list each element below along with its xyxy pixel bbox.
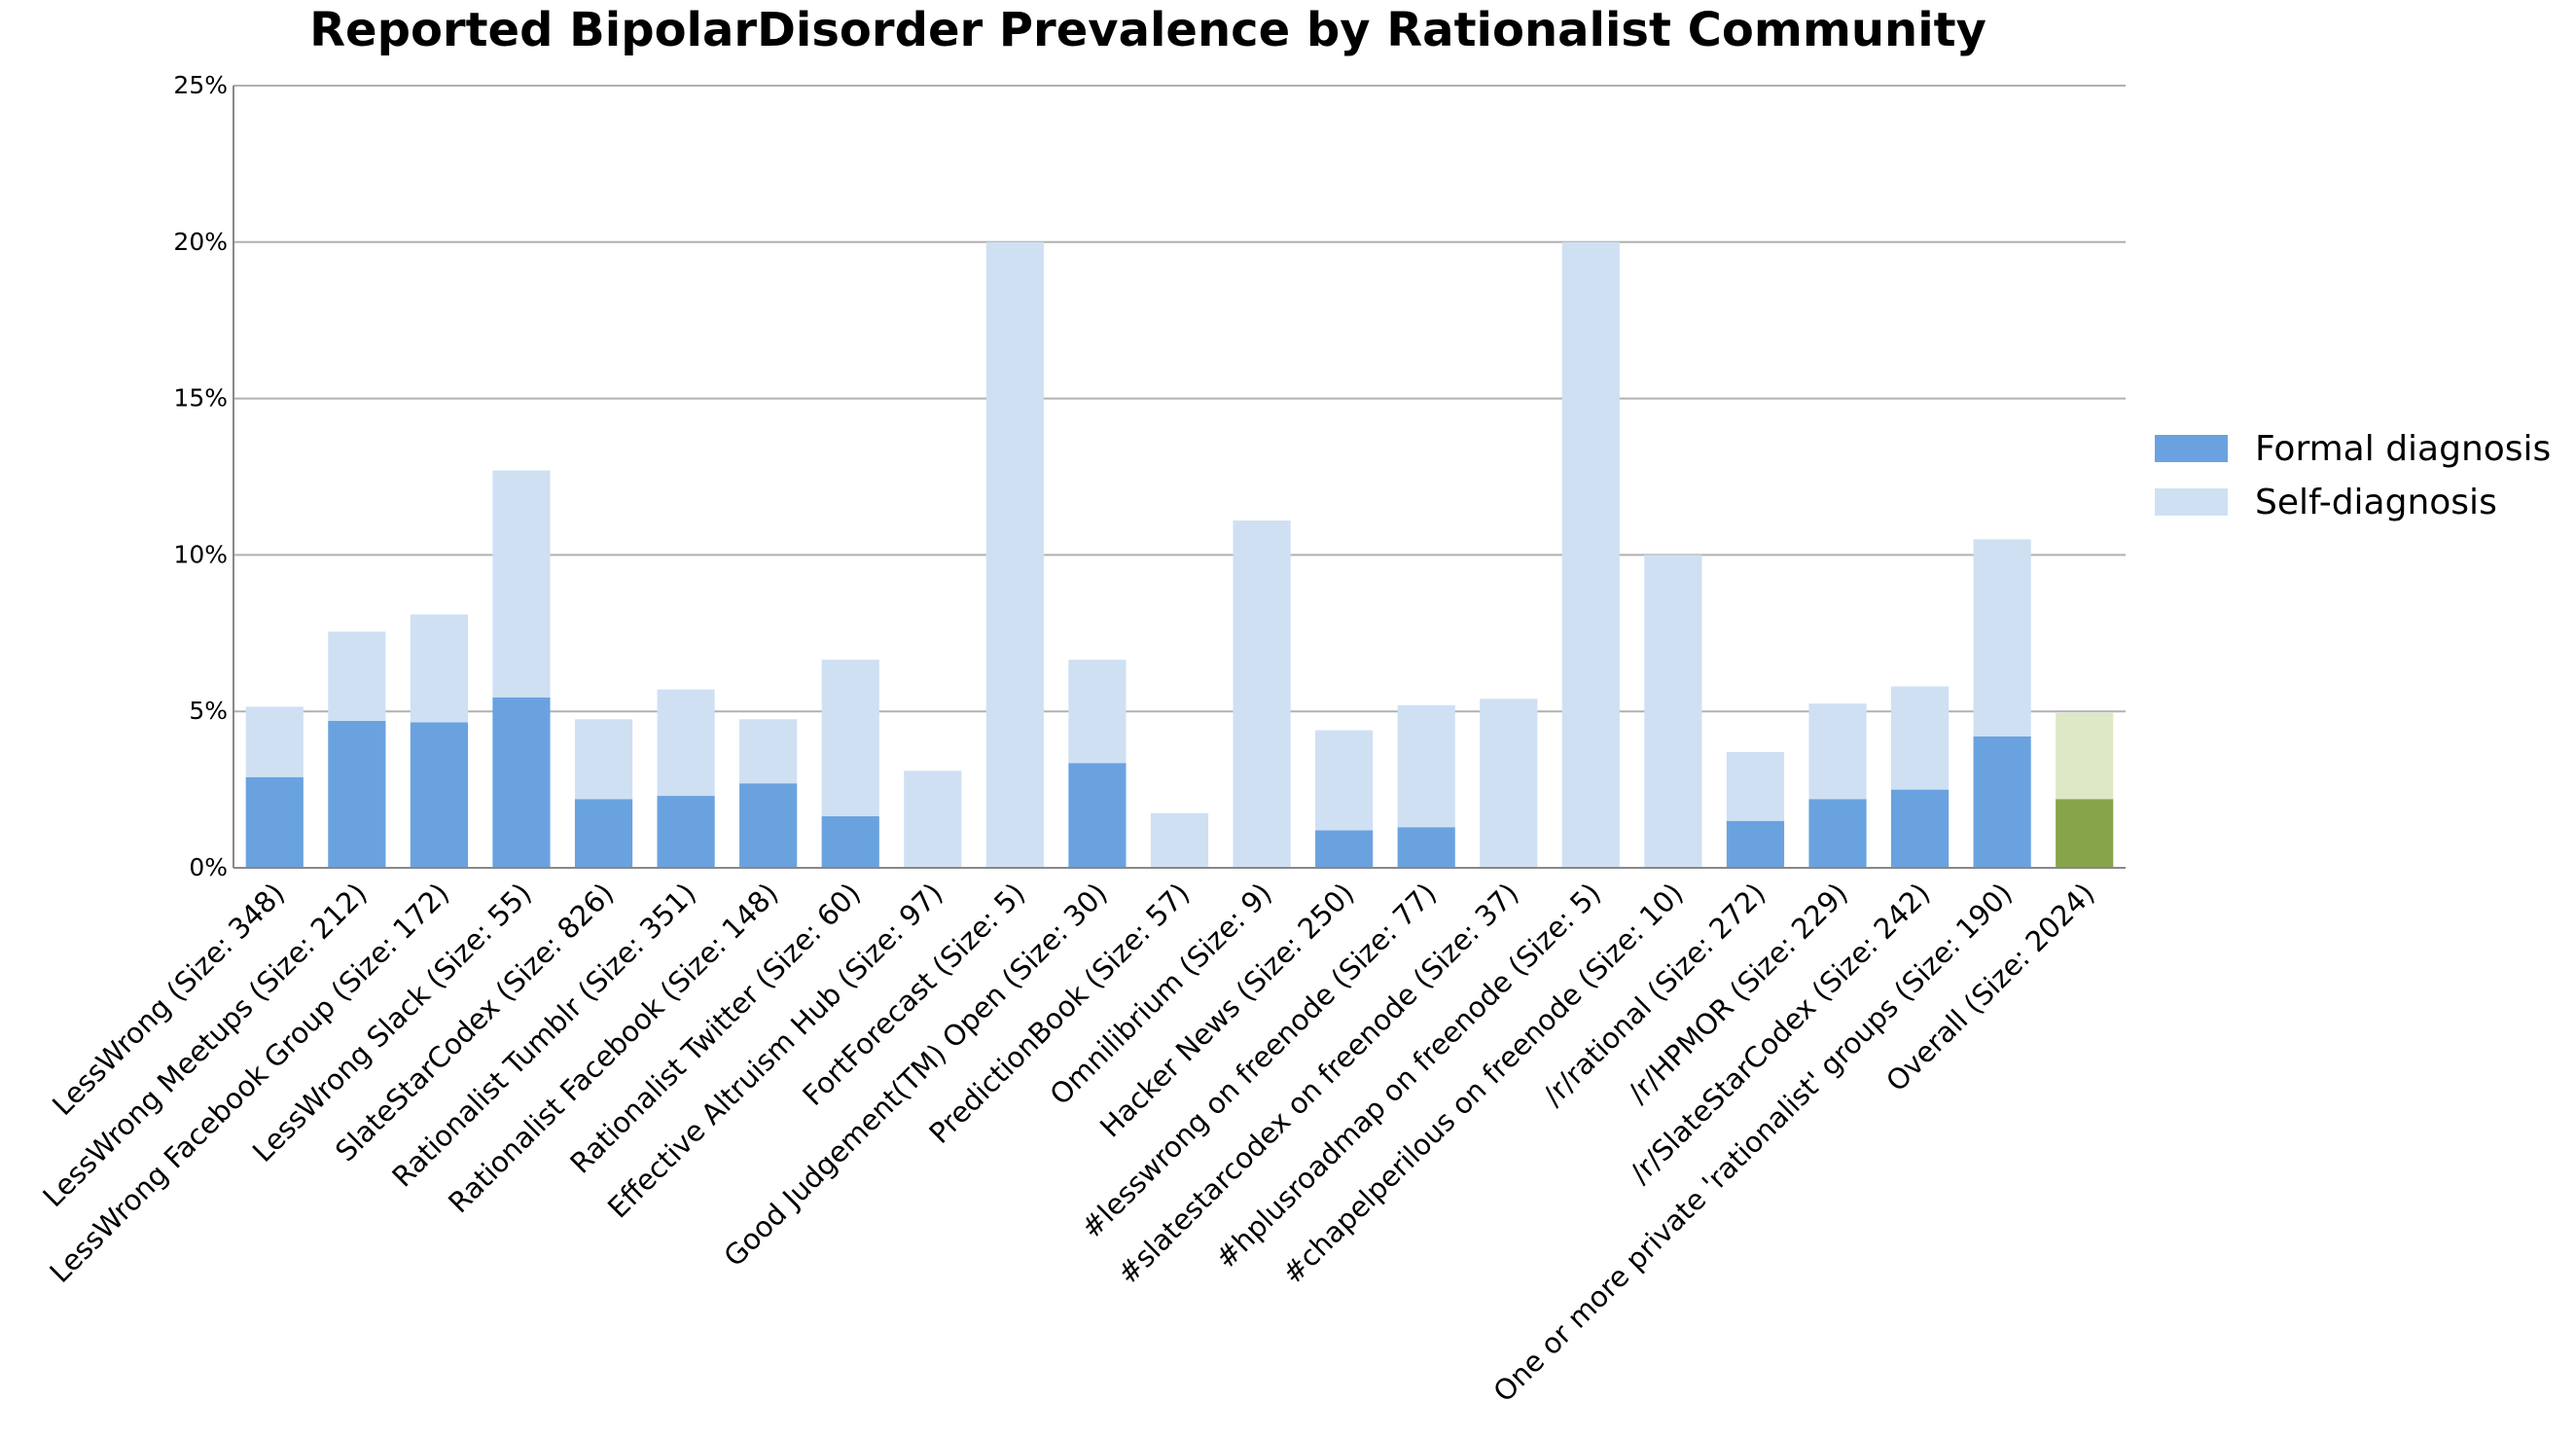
bar-self-diagnosis xyxy=(657,689,715,797)
y-tick-label: 25% xyxy=(173,71,228,99)
bar-self-diagnosis xyxy=(1973,539,2031,736)
bar-formal-diagnosis xyxy=(821,815,879,868)
bar-formal-diagnosis xyxy=(328,720,386,868)
bar-self-diagnosis xyxy=(1397,704,1455,828)
bar-formal-diagnosis xyxy=(1890,789,1950,868)
bars xyxy=(245,241,2114,869)
x-tick-label: LessWrong Meetups (Size: 212) xyxy=(36,877,373,1213)
bar-self-diagnosis xyxy=(1644,555,1702,868)
legend: Formal diagnosis Self-diagnosis xyxy=(2155,429,2551,522)
bar-self-diagnosis xyxy=(1315,730,1374,831)
bar-formal-diagnosis xyxy=(2056,799,2114,868)
bar-formal-diagnosis xyxy=(1726,820,1785,868)
bar-formal-diagnosis xyxy=(1315,830,1374,868)
legend-swatch xyxy=(2155,488,2228,516)
chart-title: Reported BipolarDisorder Prevalence by R… xyxy=(309,3,1986,57)
y-tick-label: 10% xyxy=(173,540,228,568)
bar-formal-diagnosis xyxy=(492,697,551,868)
y-tick-label: 0% xyxy=(189,853,228,881)
bar-self-diagnosis xyxy=(739,719,798,784)
bar-self-diagnosis xyxy=(985,241,1044,869)
bar-self-diagnosis xyxy=(1808,703,1867,800)
bar-self-diagnosis xyxy=(245,706,304,777)
bar-formal-diagnosis xyxy=(1068,763,1127,868)
bar-formal-diagnosis xyxy=(1808,799,1867,868)
bar-self-diagnosis xyxy=(2056,712,2114,800)
bar-self-diagnosis xyxy=(1068,660,1127,764)
x-tick-label: Good Judgement(TM) Open (Size: 30) xyxy=(717,877,1114,1274)
y-tick-label: 15% xyxy=(173,384,228,413)
bar-self-diagnosis xyxy=(410,614,469,723)
bar-self-diagnosis xyxy=(574,719,633,800)
axes xyxy=(233,86,2126,869)
bar-formal-diagnosis xyxy=(574,799,633,868)
legend-label: Self-diagnosis xyxy=(2255,483,2497,522)
x-tick-label: /r/SlateStarCodex (Size: 242) xyxy=(1624,877,1937,1190)
bar-self-diagnosis xyxy=(328,631,386,721)
bar-self-diagnosis xyxy=(1890,686,1950,790)
bar-self-diagnosis xyxy=(1726,752,1785,821)
bar-self-diagnosis xyxy=(904,771,962,868)
y-axis-ticks: 0% 5% 10% 15% 20% 25% xyxy=(173,71,228,881)
bar-formal-diagnosis xyxy=(739,783,798,868)
bar-formal-diagnosis xyxy=(245,776,304,868)
bar-formal-diagnosis xyxy=(1397,827,1455,868)
bar-self-diagnosis xyxy=(1150,812,1209,868)
bar-self-diagnosis xyxy=(821,660,879,816)
bar-self-diagnosis xyxy=(1480,699,1538,868)
bar-formal-diagnosis xyxy=(410,722,469,868)
y-tick-label: 20% xyxy=(173,228,228,256)
y-tick-label: 5% xyxy=(189,697,228,725)
bar-self-diagnosis xyxy=(1233,521,1291,868)
bar-formal-diagnosis xyxy=(657,796,715,868)
x-axis-labels: LessWrong (Size: 348)LessWrong Meetups (… xyxy=(36,877,2100,1409)
bar-formal-diagnosis xyxy=(1973,736,2031,868)
legend-label: Formal diagnosis xyxy=(2255,429,2551,469)
bar-self-diagnosis xyxy=(492,470,551,698)
bar-self-diagnosis xyxy=(1561,241,1620,869)
x-tick-label: Rationalist Tumblr (Size: 351) xyxy=(385,877,702,1194)
x-tick-label: #hplusroadmap on freenode (Size: 5) xyxy=(1209,877,1608,1275)
legend-swatch xyxy=(2155,435,2228,462)
